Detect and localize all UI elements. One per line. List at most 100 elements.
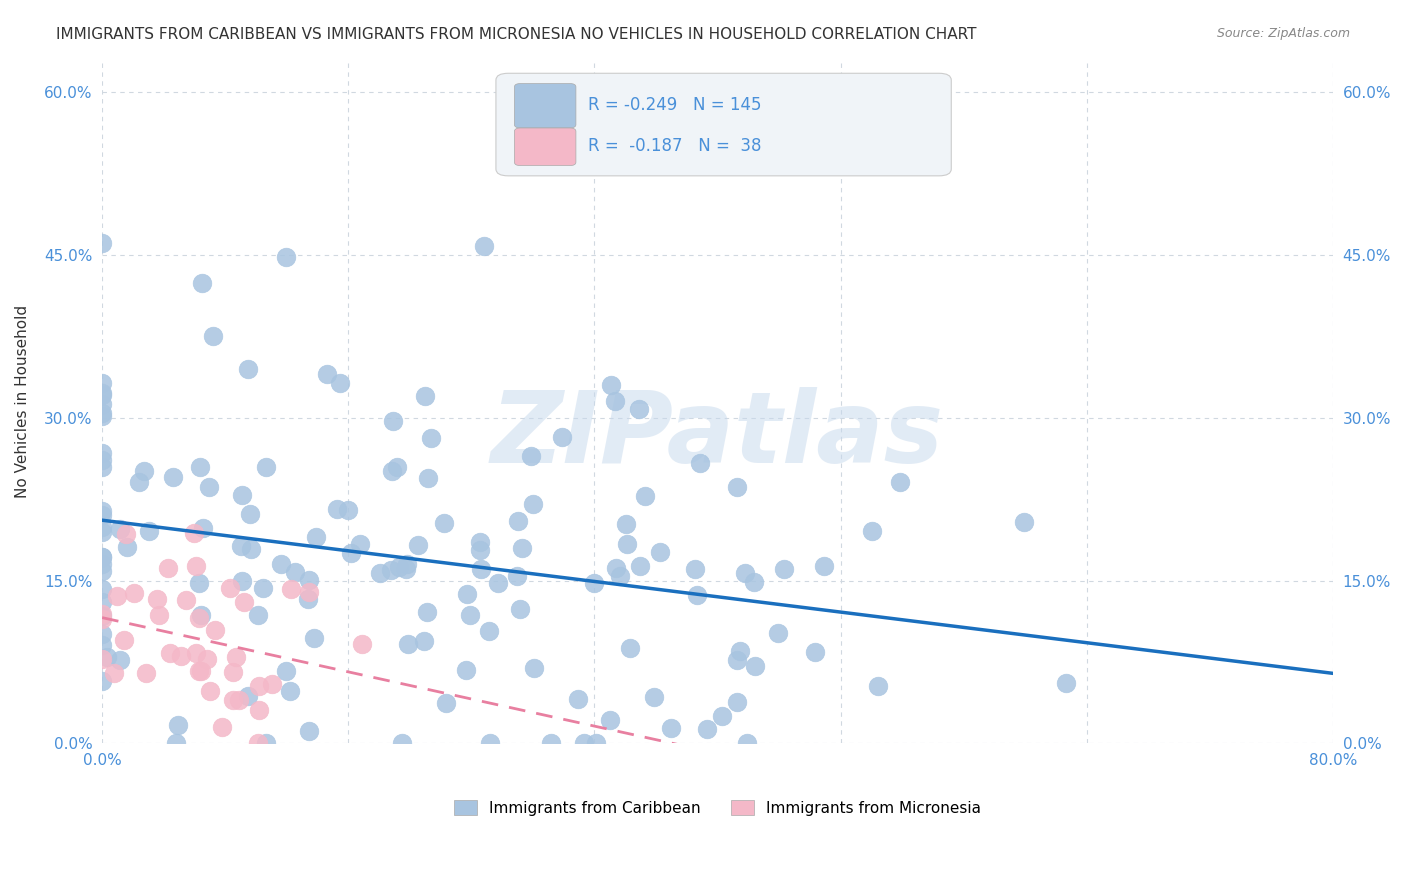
Point xyxy=(91,376,114,390)
Point xyxy=(254,736,277,750)
Point xyxy=(396,638,419,652)
Point xyxy=(730,644,752,658)
Point xyxy=(616,536,638,550)
Point xyxy=(388,560,411,574)
Point xyxy=(813,558,835,573)
Point xyxy=(603,394,626,409)
Point xyxy=(276,665,298,679)
Point xyxy=(350,637,373,651)
Point xyxy=(659,721,682,735)
Point xyxy=(254,460,277,475)
Point xyxy=(91,406,114,420)
Point xyxy=(509,602,531,616)
Point xyxy=(91,525,114,540)
Point xyxy=(115,540,138,554)
Point xyxy=(585,736,607,750)
Point xyxy=(187,610,209,624)
Point xyxy=(380,563,402,577)
Point xyxy=(413,634,436,648)
Point xyxy=(406,538,429,552)
Point xyxy=(239,507,262,521)
Point xyxy=(222,665,245,679)
Point xyxy=(236,689,259,703)
Point xyxy=(108,652,131,666)
Point xyxy=(619,641,641,656)
Point xyxy=(135,665,157,680)
Text: IMMIGRANTS FROM CARIBBEAN VS IMMIGRANTS FROM MICRONESIA NO VEHICLES IN HOUSEHOLD: IMMIGRANTS FROM CARIBBEAN VS IMMIGRANTS … xyxy=(56,27,977,42)
Point xyxy=(519,449,541,463)
Point xyxy=(416,605,439,619)
Point xyxy=(231,488,253,502)
Point xyxy=(191,277,214,291)
Point xyxy=(297,723,319,738)
Point xyxy=(725,480,748,494)
Point xyxy=(1054,675,1077,690)
Point xyxy=(472,238,495,252)
Point xyxy=(219,581,242,595)
FancyBboxPatch shape xyxy=(515,84,576,128)
Point xyxy=(686,588,709,602)
Point xyxy=(204,623,226,637)
Point xyxy=(326,501,349,516)
Point xyxy=(710,708,733,723)
Point xyxy=(91,508,114,523)
Point xyxy=(162,470,184,484)
Point xyxy=(614,517,637,532)
Point xyxy=(247,680,270,694)
Point xyxy=(280,582,302,596)
Point xyxy=(270,557,292,571)
Point xyxy=(91,564,114,578)
Point xyxy=(395,562,418,576)
Point xyxy=(190,665,212,679)
Point xyxy=(188,664,211,678)
Point xyxy=(696,722,718,736)
Point xyxy=(418,471,440,485)
Point xyxy=(228,692,250,706)
Point xyxy=(434,696,457,710)
Point xyxy=(174,593,197,607)
Point xyxy=(91,396,114,410)
Point xyxy=(523,661,546,675)
Point xyxy=(734,566,756,580)
Point xyxy=(165,736,187,750)
Point xyxy=(648,545,671,559)
Point xyxy=(510,541,533,556)
Point xyxy=(381,464,404,478)
Text: Source: ZipAtlas.com: Source: ZipAtlas.com xyxy=(1216,27,1350,40)
Point xyxy=(247,703,270,717)
Point xyxy=(198,684,221,698)
Point xyxy=(297,591,319,606)
Point xyxy=(96,649,118,664)
Point xyxy=(191,521,214,535)
Point xyxy=(202,329,225,343)
Point xyxy=(91,607,114,622)
Point xyxy=(170,649,193,664)
Point xyxy=(91,595,114,609)
Point xyxy=(889,475,911,490)
Point xyxy=(391,736,413,750)
Point xyxy=(860,524,883,538)
Point xyxy=(551,430,574,444)
FancyBboxPatch shape xyxy=(496,73,952,176)
Point xyxy=(146,591,169,606)
Point xyxy=(211,721,233,735)
Point xyxy=(477,624,499,638)
Point xyxy=(260,677,283,691)
Point xyxy=(381,414,404,428)
Point xyxy=(91,388,114,402)
Point xyxy=(138,524,160,538)
Point xyxy=(735,736,758,750)
Point xyxy=(486,576,509,591)
Point xyxy=(91,557,114,571)
Point xyxy=(284,566,307,580)
Point xyxy=(239,541,262,556)
FancyBboxPatch shape xyxy=(515,128,576,166)
Point xyxy=(468,543,491,558)
Point xyxy=(156,561,179,575)
Point xyxy=(105,590,128,604)
Point xyxy=(91,550,114,565)
Point xyxy=(804,645,827,659)
Point xyxy=(247,736,270,750)
Point xyxy=(744,658,766,673)
Point xyxy=(91,609,114,624)
